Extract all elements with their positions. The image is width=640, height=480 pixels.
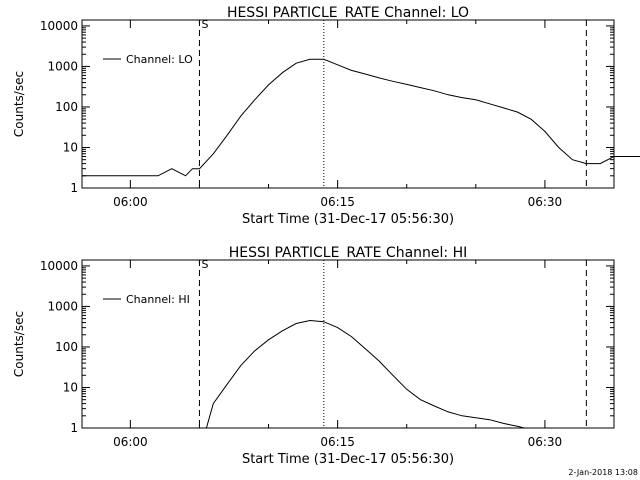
y-tick-label: 1000 bbox=[47, 59, 78, 73]
x-tick-label: 06:00 bbox=[113, 195, 148, 209]
x-tick-label: 06:30 bbox=[528, 195, 563, 209]
chart-title: HESSI PARTICLE_RATE Channel: LO bbox=[227, 5, 469, 21]
chart-title: HESSI PARTICLE_RATE Channel: HI bbox=[229, 245, 467, 261]
y-tick-label: 10 bbox=[63, 380, 78, 394]
y-tick-label: 100 bbox=[55, 100, 78, 114]
plot-frame bbox=[81, 259, 615, 429]
y-tick-label: 10000 bbox=[40, 19, 78, 33]
y-tick-label: 1 bbox=[70, 181, 78, 195]
x-axis-label: Start Time (31-Dec-17 05:56:30) bbox=[242, 212, 454, 227]
event-marker-label: S bbox=[201, 258, 208, 271]
y-tick-label: 1000 bbox=[47, 299, 78, 313]
y-axis-label: Counts/sec bbox=[12, 71, 26, 137]
series-line bbox=[205, 319, 525, 429]
legend-label: Channel: HI bbox=[126, 293, 190, 306]
x-axis-label: Start Time (31-Dec-17 05:56:30) bbox=[242, 452, 454, 467]
x-tick-label: 06:15 bbox=[320, 435, 355, 449]
date-stamp: 2-Jan-2018 13:08 bbox=[568, 468, 638, 477]
y-tick-label: 10 bbox=[63, 140, 78, 154]
x-tick-label: 06:30 bbox=[528, 435, 563, 449]
y-tick-label: 100 bbox=[55, 340, 78, 354]
plot-frame bbox=[81, 19, 615, 189]
y-tick-label: 10000 bbox=[40, 259, 78, 273]
x-tick-label: 06:00 bbox=[113, 435, 148, 449]
y-axis-label: Counts/sec bbox=[12, 311, 26, 377]
y-tick-label: 1 bbox=[70, 421, 78, 435]
legend-label: Channel: LO bbox=[126, 53, 193, 66]
x-tick-label: 06:15 bbox=[320, 195, 355, 209]
series-line bbox=[82, 58, 640, 177]
event-marker-label: S bbox=[201, 18, 208, 31]
